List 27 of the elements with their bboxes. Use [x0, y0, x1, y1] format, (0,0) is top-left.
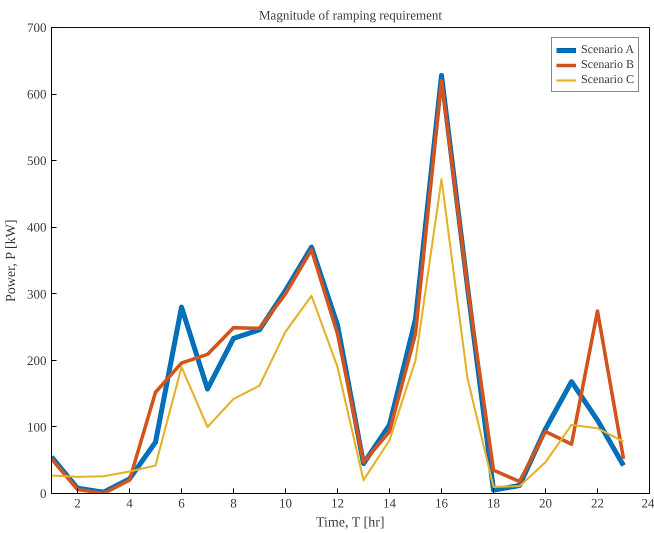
x-tick-label: 12 — [331, 496, 344, 510]
x-tick-label: 18 — [487, 496, 500, 510]
x-tick-label: 24 — [642, 496, 654, 510]
legend-label: Scenario B — [581, 57, 634, 72]
chart-title: Magnitude of ramping requirement — [258, 8, 442, 22]
x-tick-label: 20 — [539, 496, 552, 510]
y-tick-label: 600 — [27, 86, 46, 102]
legend-label: Scenario A — [581, 42, 634, 57]
y-tick-label: 200 — [27, 352, 46, 368]
y-tick-label: 700 — [27, 20, 46, 35]
line-series — [52, 178, 624, 488]
x-tick-label: 16 — [435, 496, 448, 510]
y-tick-label: 100 — [27, 419, 46, 434]
legend-label: Scenario C — [581, 72, 634, 87]
x-axis-title: Time, T [hr] — [316, 516, 385, 530]
y-tick-label: 300 — [27, 286, 46, 302]
x-tick-label: 2 — [74, 496, 81, 510]
x-tick-label: 14 — [383, 496, 396, 510]
x-tick-label: 22 — [591, 496, 604, 510]
y-axis-title: Power, P [kW] — [4, 219, 19, 302]
x-tick-label: 8 — [230, 496, 237, 510]
y-tick-label: 0 — [40, 486, 46, 501]
x-tick-label: 4 — [126, 496, 134, 510]
x-tick-label: 6 — [178, 496, 186, 510]
y-tick-label: 500 — [27, 153, 46, 168]
x-tick-label: 10 — [279, 496, 292, 510]
y-tick-label: 400 — [27, 220, 46, 235]
